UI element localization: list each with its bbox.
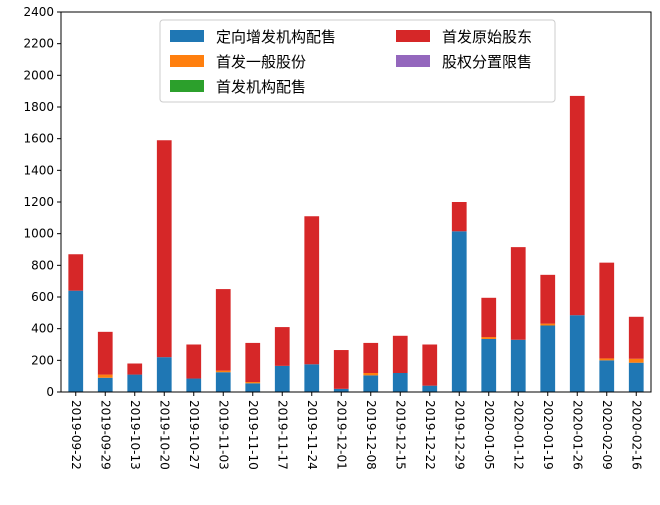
legend-box	[159, 19, 556, 103]
x-tick-label: 2020-02-09	[600, 400, 614, 470]
y-tick-label: 2400	[23, 5, 54, 19]
y-tick-label: 1400	[23, 163, 54, 177]
bar-segment	[186, 344, 202, 379]
x-tick-label: 2020-01-05	[482, 400, 496, 470]
x-axis: 2019-09-22 2019-09-29 2019-10-13 2019-10-20…	[69, 392, 643, 470]
x-tick-label: 2019-12-15	[393, 400, 407, 470]
y-tick-label: 800	[31, 258, 54, 272]
x-tick-label: 2019-12-01	[334, 400, 348, 470]
y-tick-label: 200	[31, 353, 54, 367]
bar-segment	[363, 373, 379, 376]
bar-segment	[628, 316, 644, 359]
x-tick-label: 2019-11-24	[305, 400, 319, 470]
bar-segment	[274, 365, 290, 392]
x-tick-label: 2019-10-27	[187, 400, 201, 470]
y-tick-label: 1600	[23, 132, 54, 146]
legend-label: 股权分置限售	[442, 53, 532, 71]
bar-segment	[628, 362, 644, 392]
legend-swatch	[170, 55, 204, 67]
bar-segment	[599, 262, 615, 359]
legend-swatch	[396, 30, 430, 42]
x-tick-label: 2019-10-13	[128, 400, 142, 470]
bar-segment	[540, 325, 556, 392]
bar-segment	[97, 377, 113, 392]
bar-segment	[127, 374, 143, 392]
x-tick-label: 2019-12-29	[452, 400, 466, 470]
bar-segment	[304, 364, 320, 392]
bars-layer	[68, 95, 644, 392]
x-tick-label: 2019-09-22	[69, 400, 83, 470]
bar-segment	[510, 339, 526, 392]
bar-segment	[392, 373, 408, 392]
bar-segment	[245, 382, 261, 384]
bar-segment	[215, 370, 231, 373]
legend-swatch	[396, 55, 430, 67]
bar-segment	[245, 342, 261, 383]
plot-frame	[60, 11, 652, 393]
bar-segment	[451, 231, 467, 392]
bar-segment	[481, 338, 497, 392]
legend-label: 首发一般股份	[216, 53, 306, 71]
legend-label: 首发机构配售	[216, 78, 306, 96]
x-tick-label: 2019-10-20	[157, 400, 171, 470]
bar-segment	[422, 385, 438, 392]
bar-segment	[304, 216, 320, 365]
bar-segment	[274, 327, 290, 366]
x-tick-label: 2019-09-29	[98, 400, 112, 470]
x-tick-label: 2020-01-26	[570, 400, 584, 470]
legend-label: 定向增发机构配售	[216, 28, 336, 46]
bar-segment	[127, 363, 143, 375]
y-tick-label: 1000	[23, 227, 54, 241]
bar-segment	[333, 388, 349, 392]
bar-segment	[186, 378, 202, 392]
bar-segment	[68, 290, 84, 392]
bar-segment	[510, 247, 526, 340]
x-tick-label: 2020-01-12	[511, 400, 525, 470]
y-tick-label: 400	[31, 322, 54, 336]
bar-segment	[540, 274, 556, 324]
legend-swatch	[170, 80, 204, 92]
bar-segment	[363, 375, 379, 392]
y-tick-label: 2200	[23, 37, 54, 51]
y-tick-label: 1200	[23, 195, 54, 209]
bar-segment	[97, 374, 113, 378]
x-tick-label: 2019-11-17	[275, 400, 289, 470]
bar-segment	[245, 383, 261, 392]
bar-segment	[392, 335, 408, 373]
x-tick-label: 2019-11-03	[216, 400, 230, 470]
x-tick-label: 2019-12-22	[423, 400, 437, 470]
bar-segment	[215, 372, 231, 392]
bar-segment	[569, 315, 585, 392]
legend-swatch	[170, 30, 204, 42]
bar-segment	[481, 297, 497, 338]
bar-segment	[97, 331, 113, 375]
x-tick-label: 2019-12-08	[364, 400, 378, 470]
bar-segment	[540, 323, 556, 326]
x-tick-label: 2020-02-16	[629, 400, 643, 470]
y-tick-label: 1800	[23, 100, 54, 114]
bar-segment	[156, 140, 172, 358]
x-tick-label: 2019-11-10	[246, 400, 260, 470]
x-tick-label: 2020-01-19	[541, 400, 555, 470]
y-tick-label: 0	[46, 385, 54, 399]
y-tick-label: 2000	[23, 68, 54, 82]
bar-segment	[451, 202, 467, 232]
legend-label: 首发原始股东	[442, 28, 532, 46]
bar-segment	[215, 289, 231, 371]
bar-segment	[481, 337, 497, 339]
bar-segment	[156, 357, 172, 392]
bar-segment	[599, 360, 615, 392]
bar-segment	[363, 342, 379, 373]
bar-segment	[628, 358, 644, 363]
bar-segment	[422, 344, 438, 386]
bar-segment	[68, 254, 84, 291]
y-tick-label: 600	[31, 290, 54, 304]
bar-segment	[569, 95, 585, 316]
bar-segment	[599, 358, 615, 361]
y-axis: 0 200 400 600 800 1000 1200 1400 1600 1800 2000 220…	[23, 5, 61, 399]
bar-segment	[333, 350, 349, 389]
